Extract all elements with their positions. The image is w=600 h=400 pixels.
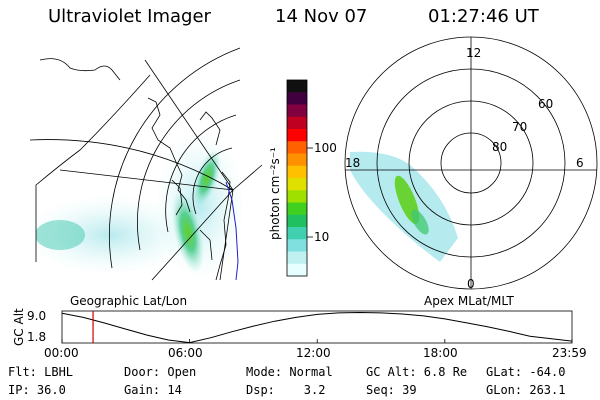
aurora-patch-west [36,220,85,250]
status-glon: GLon: 263.1 [486,383,566,397]
image-edge [35,74,151,262]
mlt-label-12: 12 [466,46,482,60]
status-dsp: Dsp: 3.2 [246,383,326,397]
colorbar-band [287,251,307,265]
colorbar-band [287,190,307,203]
latitude-lines [29,47,241,269]
colorbar-band [287,227,307,240]
orbit-xtick-label-3: 18:00 [423,346,458,360]
colorbar-band [287,141,307,154]
orbit-xtick-label-0: 00:00 [44,346,79,360]
mlat-label-60: 60 [538,97,554,111]
status-flt: Flt: LBHL [8,365,74,379]
aurora-oval-upper [193,149,221,207]
colorbar-band [287,214,307,228]
colorbar-band [287,239,307,252]
colorbar-gradient [287,80,307,277]
longitude-lines [59,59,263,281]
orbit-track-line [225,181,239,281]
instrument-title: Ultraviolet Imager [48,6,211,27]
status-ip: IP: 36.0 [8,383,66,397]
status-door: Door: Open [124,365,197,379]
orbit-ytick-high: 9.0 [27,309,47,323]
orbit-xtick-label-4: 23:59 [552,346,587,360]
colorbar-frame [286,79,308,277]
status-gain: Gain: 14 [124,383,182,397]
colorbar-band [287,116,307,130]
orbit-ytick-low: 1.8 [27,330,47,344]
orbit-altitude-line [61,311,573,344]
orbit-plot [61,310,573,344]
mlt-label-18: 18 [345,156,361,170]
colorbar-band [287,92,307,105]
aurora-oval-left [171,190,205,274]
orbit-xtick-label-1: 06:00 [168,346,203,360]
status-gc-alt: GC Alt: 6.8 Re [366,365,468,379]
status-glat: GLat: -64.0 [486,365,566,379]
orbit-x-ticks [61,339,573,343]
status-mode: Mode: Normal [246,365,333,379]
colorbar-label-100: 100 [314,141,337,155]
colorbar-band [287,129,307,142]
colorbar-band [287,263,307,277]
colorbar-unit-label: photon cm⁻²s⁻¹ [268,147,282,240]
orbit-plot-frame [61,310,573,344]
colorbar-band [287,104,307,118]
colorbar-band [287,178,307,191]
mlt-label-6: 6 [576,156,584,170]
coastlines [39,58,231,281]
geographic-map [29,47,263,281]
colorbar [286,79,313,277]
mlt-meridians [345,37,597,289]
orbit-ylabel: GC Alt [12,308,26,346]
aurora-haze-left [36,195,195,275]
colorbar-band [287,153,307,167]
mlat-label-80: 80 [492,140,508,154]
mlat-label-70: 70 [512,120,528,134]
apex-caption: Apex MLat/MLT [424,294,514,308]
colorbar-band [287,165,307,179]
aurora-polar-oval-tail [411,209,429,235]
mlt-label-0: 0 [467,277,475,291]
orbit-xtick-label-2: 12:00 [296,346,331,360]
status-seq: Seq: 39 [366,383,417,397]
colorbar-band [287,80,307,93]
colorbar-band [287,202,307,216]
colorbar-label-10: 10 [314,230,330,244]
polar-map [344,36,598,290]
geographic-caption: Geographic Lat/Lon [70,294,188,308]
date-label: 14 Nov 07 [275,6,368,27]
time-label: 01:27:46 UT [428,6,539,27]
